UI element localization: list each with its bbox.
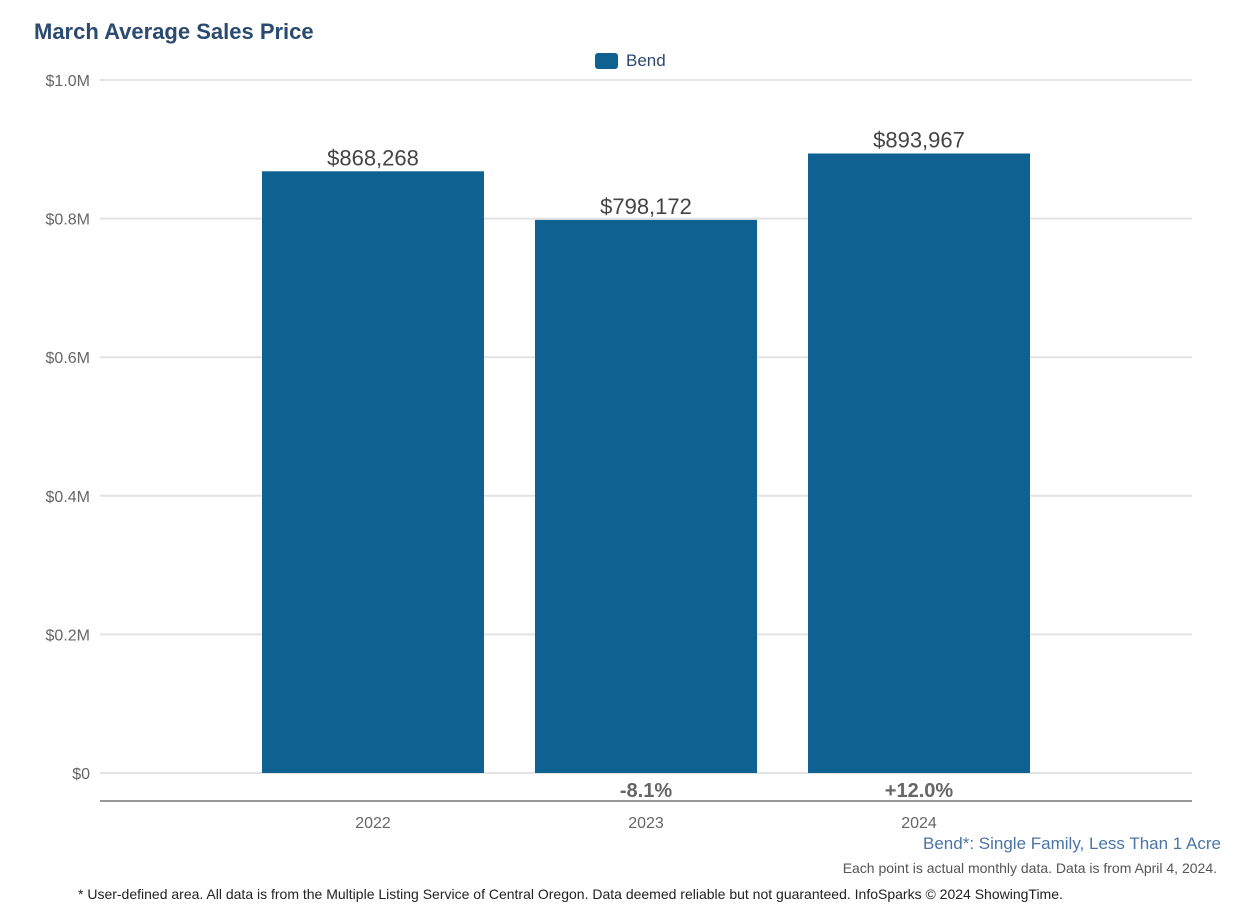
change-label: -8.1% (620, 780, 672, 802)
data-note: Each point is actual monthly data. Data … (842, 860, 1217, 876)
bar-2023[interactable] (535, 219, 757, 773)
y-tick-label: $0.4M (46, 489, 90, 506)
bar-2024[interactable] (808, 153, 1030, 774)
y-tick-label: $0.2M (46, 627, 90, 644)
x-tick-label: 2023 (628, 815, 664, 832)
footer-note: * User-defined area. All data is from th… (78, 886, 1063, 902)
data-label: $798,172 (600, 194, 692, 219)
legend-label: Bend (626, 51, 666, 70)
change-label: +12.0% (885, 780, 954, 802)
y-tick-label: $1.0M (46, 73, 90, 90)
bar-2022[interactable] (262, 171, 484, 773)
x-tick-label: 2024 (901, 815, 937, 832)
area-note[interactable]: Bend*: Single Family, Less Than 1 Acre (923, 834, 1221, 853)
y-tick-label: $0 (72, 766, 90, 783)
data-label: $868,268 (327, 145, 419, 170)
chart-title: March Average Sales Price (34, 19, 314, 44)
legend-swatch (595, 53, 618, 69)
legend[interactable]: Bend (595, 51, 666, 71)
y-tick-label: $0.6M (46, 350, 90, 367)
y-tick-label: $0.8M (46, 212, 90, 229)
x-tick-label: 2022 (355, 815, 391, 832)
data-label: $893,967 (873, 127, 965, 152)
